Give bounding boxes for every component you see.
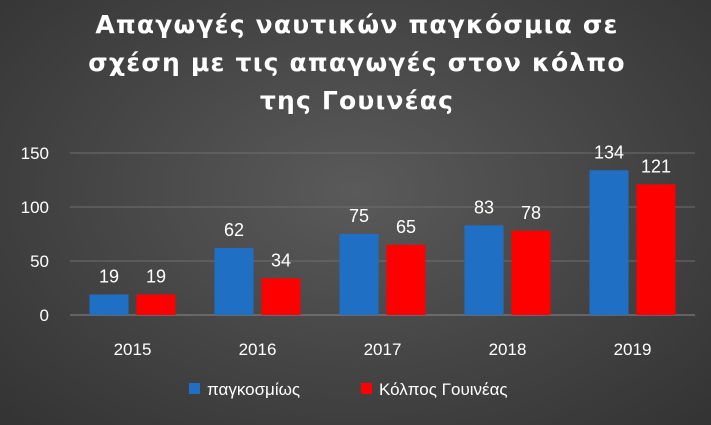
data-label: 19 [99,266,119,286]
data-label: 34 [271,250,291,270]
bar-series-1 [89,294,129,315]
bar-series-2 [636,184,676,315]
y-tick-label: 0 [40,306,49,325]
bar-series-1 [339,234,379,315]
x-tick-label: 2017 [364,340,402,359]
chart-title: Απαγωγές ναυτικών παγκόσμια σε σχέση με … [88,10,626,115]
bar-series-2 [386,244,426,315]
y-axis-ticks: 0 50 100 150 [21,144,49,325]
bar-series-2 [136,294,176,315]
x-tick-label: 2018 [489,340,527,359]
chart-title-line-2: σχέση με τις απαγωγές στον κόλπο [88,48,626,77]
bar-series-2 [261,278,301,315]
data-label: 121 [641,156,671,176]
chart-title-line-3: της Γουινέας [260,86,454,115]
chart-title-line-1: Απαγωγές ναυτικών παγκόσμια σε [95,10,618,39]
data-label: 134 [594,142,624,162]
x-tick-label: 2016 [239,340,277,359]
x-tick-label: 2015 [114,340,152,359]
data-label: 62 [224,220,244,240]
y-tick-label: 100 [21,198,49,217]
bar-series-1 [464,225,504,315]
data-labels: 19 19 62 34 75 65 83 78 134 121 [99,142,671,286]
bars [89,170,676,315]
data-label: 78 [521,203,541,223]
bar-series-1 [589,170,629,315]
data-label: 19 [146,266,166,286]
bar-series-1 [214,248,254,315]
bar-series-2 [511,230,551,315]
legend-label: Κόλπος Γουινέας [379,380,508,399]
data-label: 65 [396,217,416,237]
legend-swatch [361,383,372,394]
legend-label: παγκοσμίως [207,380,300,399]
x-axis-ticks: 2015 2016 2017 2018 2019 [114,340,652,359]
legend-swatch [189,383,200,394]
data-label: 83 [474,197,494,217]
x-tick-label: 2019 [614,340,652,359]
y-tick-label: 150 [21,144,49,163]
y-tick-label: 50 [30,252,49,271]
legend: παγκοσμίως Κόλπος Γουινέας [189,380,508,399]
data-label: 75 [349,206,369,226]
